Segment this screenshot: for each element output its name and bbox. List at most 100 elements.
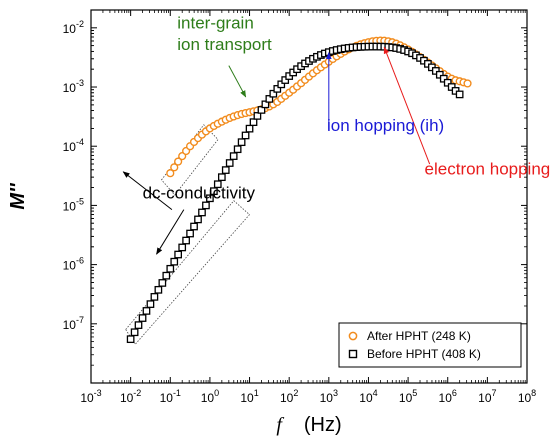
data-point-square xyxy=(237,138,246,147)
data-point-circle xyxy=(166,169,175,178)
x-tick-label: 10-1 xyxy=(160,388,181,405)
y-tick-base: 10 xyxy=(63,199,77,213)
data-point-square xyxy=(229,152,238,160)
data-point-square xyxy=(202,201,210,210)
data-point-square xyxy=(273,85,282,93)
data-point-circle xyxy=(170,163,179,172)
data-point-square xyxy=(162,271,171,280)
plot-frame xyxy=(90,9,528,384)
data-point-square xyxy=(134,321,143,329)
x-tick-label: 106 xyxy=(439,388,457,405)
data-point-square xyxy=(146,300,155,308)
x-tick-label: 104 xyxy=(359,388,377,405)
annotation-text: inter-grain xyxy=(177,13,254,32)
data-point-circle xyxy=(174,157,183,166)
x-tick-exponent: 3 xyxy=(333,388,338,398)
x-tick-exponent: 7 xyxy=(492,388,497,398)
data-point-square xyxy=(194,215,202,224)
x-tick-label: 100 xyxy=(201,388,219,405)
data-point-square xyxy=(126,335,135,344)
data-point-square xyxy=(443,78,452,87)
data-point-square xyxy=(447,83,456,91)
data-point-square xyxy=(281,76,290,84)
x-tick-base: 10 xyxy=(399,391,413,405)
annotation-text: electron hopping (eh) xyxy=(425,160,550,179)
x-tick-exponent: 6 xyxy=(452,388,457,398)
x-tick-exponent: 4 xyxy=(373,388,378,398)
x-tick-exponent: -1 xyxy=(173,388,181,398)
y-tick-label: 10-3 xyxy=(63,78,84,95)
data-point-square xyxy=(154,285,163,294)
y-tick-exponent: -6 xyxy=(76,256,84,266)
x-tick-base: 10 xyxy=(518,391,532,405)
legend-marker-circle xyxy=(348,331,358,341)
x-tick-exponent: -3 xyxy=(94,388,102,398)
data-point-square xyxy=(269,89,278,98)
x-tick-base: 10 xyxy=(320,391,334,405)
data-point-square xyxy=(178,243,187,252)
data-point-square xyxy=(206,194,214,203)
annotation-text: dc-conductivity xyxy=(143,184,256,203)
annotation-arrow xyxy=(156,209,185,255)
y-tick-label: 10-4 xyxy=(63,137,84,154)
x-tick-label: 105 xyxy=(399,388,417,405)
data-point-square xyxy=(277,80,286,89)
data-point-square xyxy=(166,264,175,273)
legend-label: Before HPHT (408 K) xyxy=(367,347,481,361)
data-point-square xyxy=(261,100,270,109)
data-point-square xyxy=(174,250,182,259)
legend: After HPHT (248 K) Before HPHT (408 K) xyxy=(338,322,522,368)
data-point-square xyxy=(253,112,262,120)
data-point-square xyxy=(225,159,234,167)
y-tick-label: 10-5 xyxy=(63,196,84,213)
y-tick-label: 10-6 xyxy=(63,256,84,273)
data-point-square xyxy=(210,187,218,196)
x-tick-label: 10-2 xyxy=(120,388,141,405)
legend-label: After HPHT (248 K) xyxy=(367,329,471,343)
y-tick-label: 10-7 xyxy=(63,315,84,332)
x-tick-base: 10 xyxy=(160,391,174,405)
data-point-square xyxy=(245,124,254,133)
y-tick-exponent: -5 xyxy=(76,196,84,206)
legend-box xyxy=(338,322,522,368)
y-tick-base: 10 xyxy=(63,81,77,95)
data-point-square xyxy=(186,229,194,238)
y-tick-base: 10 xyxy=(63,140,77,154)
y-tick-base: 10 xyxy=(63,22,77,36)
y-tick-base: 10 xyxy=(63,259,77,273)
legend-marker-square xyxy=(348,349,358,359)
x-tick-label: 108 xyxy=(518,388,536,405)
x-axis-unit: (Hz) xyxy=(304,414,342,436)
x-tick-base: 10 xyxy=(280,391,294,405)
data-point-square xyxy=(257,106,266,114)
x-tick-base: 10 xyxy=(80,391,94,405)
x-tick-label: 101 xyxy=(240,388,258,405)
y-tick-exponent: -4 xyxy=(76,137,84,147)
annotations: inter-grain ion transport ion hopping (ih)… xyxy=(143,13,550,202)
data-point-square xyxy=(142,307,151,315)
x-tick-label: 10-3 xyxy=(80,388,101,405)
y-tick-base: 10 xyxy=(63,318,77,332)
data-point-square xyxy=(150,293,159,301)
data-point-square xyxy=(439,74,448,83)
dotted-region-box xyxy=(125,200,251,345)
data-point-square xyxy=(130,328,139,337)
x-tick-label: 103 xyxy=(320,388,338,405)
data-point-square xyxy=(138,314,147,322)
data-point-square xyxy=(249,118,258,126)
x-tick-base: 10 xyxy=(240,391,254,405)
data-point-square xyxy=(221,166,230,174)
x-tick-base: 10 xyxy=(201,391,215,405)
data-point-square xyxy=(233,145,242,154)
x-axis-symbol: f xyxy=(276,414,284,436)
y-tick-exponent: -2 xyxy=(76,19,84,29)
data-point-square xyxy=(182,236,190,245)
data-point-circle xyxy=(463,79,472,88)
y-axis-label: M'' xyxy=(7,182,29,209)
annotation-arrow xyxy=(122,171,173,210)
annotation-arrows xyxy=(122,46,431,255)
annotation-arrow xyxy=(383,46,431,165)
data-point-square xyxy=(190,222,198,231)
x-tick-exponent: 5 xyxy=(412,388,417,398)
